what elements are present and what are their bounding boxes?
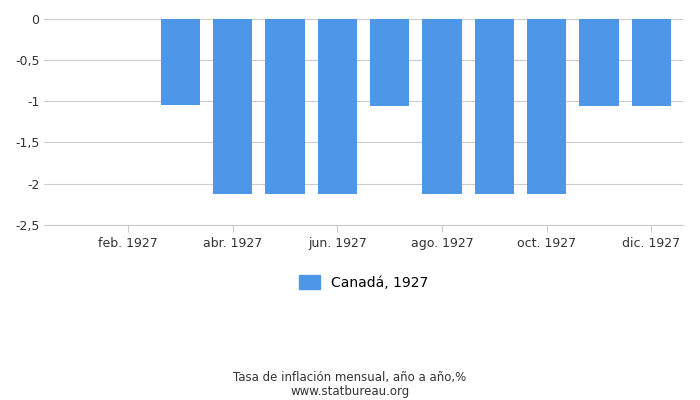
Bar <box>370 19 410 106</box>
Text: www.statbureau.org: www.statbureau.org <box>290 386 410 398</box>
Bar <box>580 19 619 106</box>
Bar <box>213 19 252 194</box>
Bar <box>475 19 514 194</box>
Bar <box>631 19 671 106</box>
Bar <box>527 19 566 194</box>
Bar <box>422 19 461 194</box>
Legend: Canadá, 1927: Canadá, 1927 <box>293 269 433 295</box>
Bar <box>265 19 304 194</box>
Text: Tasa de inflación mensual, año a año,%: Tasa de inflación mensual, año a año,% <box>233 372 467 384</box>
Bar <box>161 19 200 106</box>
Bar <box>318 19 357 194</box>
